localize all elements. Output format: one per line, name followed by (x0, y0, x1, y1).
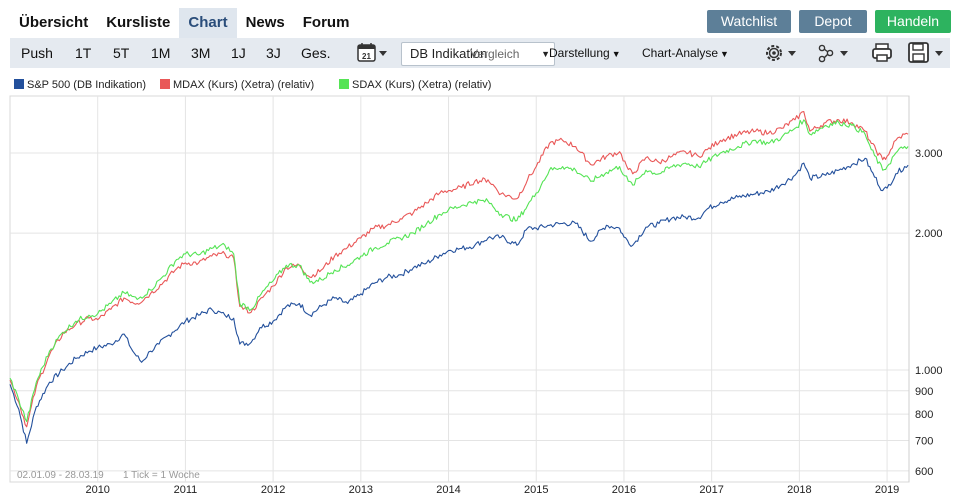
x-tick-label: 2013 (349, 484, 373, 496)
x-tick-label: 2015 (524, 484, 548, 496)
series-line-3 (9, 119, 909, 423)
top-navigation: Übersicht Kursliste Chart News Forum Wat… (0, 0, 966, 38)
gear-icon[interactable] (764, 41, 800, 65)
plot-area (9, 95, 910, 483)
chart-analyse-menu[interactable]: Chart-Analyse ▼ (642, 38, 729, 68)
x-tick-label: 2019 (875, 484, 899, 496)
y-tick-label: 2.000 (915, 228, 943, 240)
range-1t-button[interactable]: 1T (75, 45, 92, 61)
share-network-icon[interactable] (816, 41, 852, 65)
x-tick-label: 2014 (436, 484, 460, 496)
legend-label: MDAX (Kurs) (Xetra) (relativ) (173, 79, 315, 91)
range-1m-button[interactable]: 1M (151, 45, 171, 61)
y-tick-label: 1.000 (915, 365, 943, 377)
x-tick-label: 2016 (612, 484, 636, 496)
y-tick-label: 900 (915, 386, 933, 398)
compare-overlap-label: Vergleich (470, 47, 520, 61)
exchange-select-value: DB Indikation (410, 46, 488, 61)
depot-button[interactable]: Depot (799, 10, 867, 33)
legend-swatch (339, 79, 349, 89)
tick-info-label: 1 Tick = 1 Woche (123, 470, 200, 481)
date-range-label: 02.01.09 - 28.03.19 (17, 470, 104, 481)
legend-swatch (14, 79, 24, 89)
chevron-down-icon: ▼ (611, 49, 621, 59)
legend-label: SDAX (Kurs) (Xetra) (relativ) (352, 79, 492, 91)
legend-item-sp500[interactable]: S&P 500 (DB Indikation) (14, 79, 146, 91)
series-line-1 (9, 157, 909, 444)
x-tick-label: 2011 (174, 484, 198, 496)
legend-label: S&P 500 (DB Indikation) (27, 79, 147, 91)
legend-item-mdax[interactable]: MDAX (Kurs) (Xetra) (relativ) (160, 79, 314, 91)
range-3m-button[interactable]: 3M (191, 45, 211, 61)
tab-uebersicht[interactable]: Übersicht (19, 14, 89, 31)
main-tabs: Übersicht Kursliste Chart News Forum (10, 8, 358, 38)
x-tick-label: 2012 (261, 484, 285, 496)
chart-analyse-label: Chart-Analyse (642, 46, 719, 60)
x-tick-label: 2017 (699, 484, 723, 496)
save-icon[interactable] (907, 41, 949, 65)
push-button[interactable]: Push (21, 45, 53, 61)
range-1j-button[interactable]: 1J (231, 45, 246, 61)
y-tick-label: 600 (915, 466, 933, 478)
darstellung-label: Darstellung (549, 46, 610, 60)
calendar-day-label: 21 (362, 52, 371, 61)
tab-kursliste[interactable]: Kursliste (106, 14, 171, 31)
range-5t-button[interactable]: 5T (113, 45, 130, 61)
y-tick-label: 800 (915, 409, 933, 421)
chevron-down-icon: ▼ (720, 49, 729, 59)
tab-forum[interactable]: Forum (302, 14, 350, 31)
tab-news[interactable]: News (245, 14, 285, 31)
tab-chart[interactable]: Chart (179, 8, 237, 38)
watchlist-button[interactable]: Watchlist (707, 10, 791, 33)
chevron-down-icon: ▼ (541, 49, 550, 59)
x-tick-label: 2018 (787, 484, 811, 496)
darstellung-menu[interactable]: Darstellung ▼ (549, 38, 621, 68)
y-tick-label: 3.000 (915, 148, 943, 160)
chart-toolbar: Push 1T 5T 1M 3M 1J 3J Ges. 21 DB Indika… (10, 38, 950, 68)
legend-swatch (160, 79, 170, 89)
printer-icon[interactable] (870, 41, 894, 65)
calendar-icon[interactable]: 21 (356, 41, 390, 65)
x-tick-label: 2010 (85, 484, 109, 496)
exchange-select[interactable]: DB Indikation Vergleich ▼ (401, 42, 555, 66)
range-3j-button[interactable]: 3J (266, 45, 281, 61)
legend-item-sdax[interactable]: SDAX (Kurs) (Xetra) (relativ) (339, 79, 491, 91)
y-tick-label: 700 (915, 435, 933, 447)
series-line-2 (9, 111, 909, 428)
handeln-button[interactable]: Handeln (875, 10, 951, 33)
range-gesamt-button[interactable]: Ges. (301, 45, 331, 61)
